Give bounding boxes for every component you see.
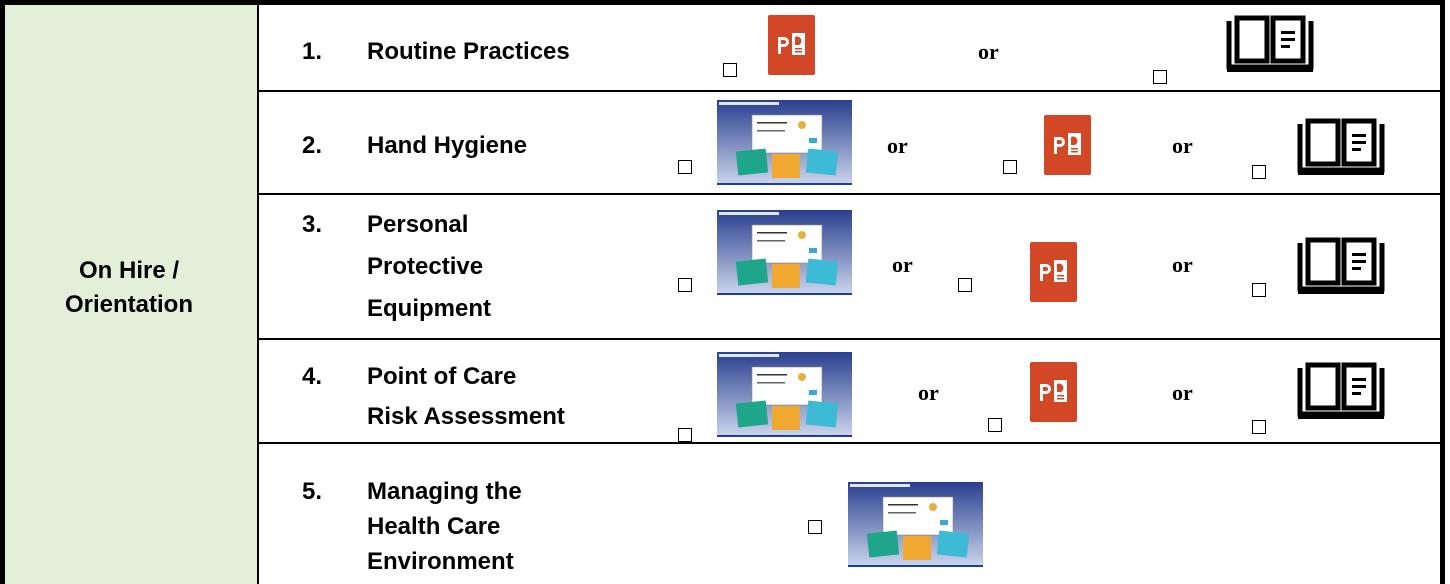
- checkbox[interactable]: [1252, 283, 1266, 297]
- document-icon[interactable]: [1296, 237, 1386, 297]
- row-divider: [258, 338, 1445, 340]
- powerpoint-icon[interactable]: [1030, 362, 1077, 422]
- module-thumbnail[interactable]: [717, 352, 852, 437]
- document-icon[interactable]: [1296, 118, 1386, 178]
- checkbox[interactable]: [678, 428, 692, 442]
- row-title: Protective: [367, 253, 484, 280]
- separator: or: [1172, 252, 1193, 277]
- row-title: Personal: [367, 211, 469, 238]
- row-divider: [258, 442, 1445, 444]
- header-line: Orientation: [64, 291, 193, 318]
- separator: or: [1172, 133, 1193, 158]
- module-thumbnail[interactable]: [717, 100, 852, 185]
- separator: or: [892, 252, 913, 277]
- row-number: 3.: [302, 211, 323, 238]
- powerpoint-icon[interactable]: [1044, 115, 1091, 175]
- checkbox[interactable]: [678, 160, 692, 174]
- separator: or: [918, 380, 939, 405]
- row-divider: [258, 90, 1445, 92]
- checkbox[interactable]: [1153, 70, 1167, 84]
- document-icon[interactable]: [1225, 15, 1315, 75]
- row-title: Point of Care: [367, 363, 517, 390]
- row-title: Risk Assessment: [367, 403, 565, 430]
- checkbox[interactable]: [1252, 420, 1266, 434]
- row-divider: [258, 193, 1445, 195]
- document-icon[interactable]: [1296, 362, 1386, 422]
- checkbox[interactable]: [988, 418, 1002, 432]
- checkbox[interactable]: [958, 278, 972, 292]
- separator: or: [978, 39, 999, 64]
- header-text: On Hire / Orientation: [0, 254, 258, 322]
- header-line: On Hire /: [78, 257, 180, 284]
- checkbox[interactable]: [678, 278, 692, 292]
- checkbox[interactable]: [1003, 160, 1017, 174]
- row-number: 5.: [302, 478, 323, 505]
- header-cell: [0, 0, 258, 584]
- separator: or: [887, 133, 908, 158]
- module-thumbnail[interactable]: [717, 210, 852, 295]
- powerpoint-icon[interactable]: [768, 15, 815, 75]
- checkbox[interactable]: [808, 520, 822, 534]
- checkbox[interactable]: [723, 63, 737, 77]
- row-number: 1.: [302, 38, 323, 65]
- row-title: Health Care: [367, 513, 501, 540]
- row-title: Routine Practices: [367, 38, 570, 65]
- row-title: Environment: [367, 548, 514, 575]
- row-number: 4.: [302, 363, 323, 390]
- column-divider: [257, 0, 259, 584]
- row-title: Hand Hygiene: [367, 132, 528, 159]
- row-title: Managing the: [367, 478, 522, 505]
- checkbox[interactable]: [1252, 165, 1266, 179]
- module-thumbnail[interactable]: [848, 482, 983, 567]
- row-number: 2.: [302, 132, 323, 159]
- powerpoint-icon[interactable]: [1030, 242, 1077, 302]
- row-title: Equipment: [367, 295, 491, 322]
- separator: or: [1172, 380, 1193, 405]
